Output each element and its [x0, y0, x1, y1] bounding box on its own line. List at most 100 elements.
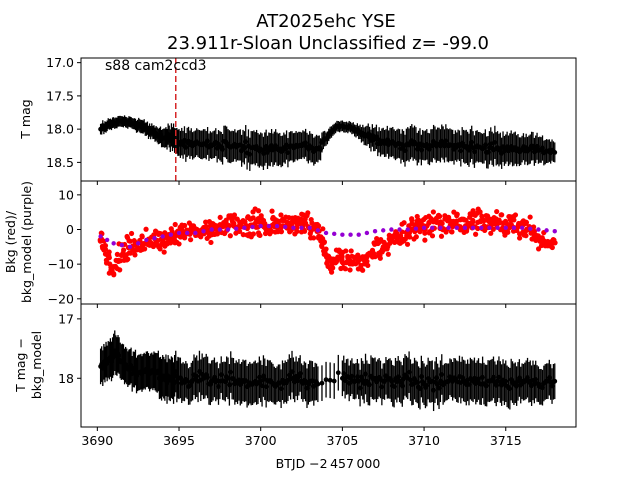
middle-ytick-label: 0 — [66, 222, 74, 237]
middle-point — [479, 213, 485, 219]
middle-point — [291, 225, 296, 230]
middle-point — [360, 267, 366, 273]
middle-panel-ylabel-line1: Bkg (red)/ — [3, 210, 18, 273]
middle-point — [208, 239, 214, 246]
middle-point — [498, 212, 504, 218]
top-marks — [98, 115, 558, 171]
middle-point — [488, 230, 494, 236]
bottom-point — [331, 378, 337, 384]
middle-point — [106, 255, 112, 261]
middle-point — [531, 228, 538, 234]
middle-point — [470, 217, 476, 223]
middle-point — [429, 233, 436, 239]
middle-point — [430, 209, 436, 215]
top-plot-area: 17.0 17.5 18.0 18.5 — [46, 55, 577, 185]
middle-point — [114, 251, 120, 257]
middle-point — [168, 232, 174, 237]
middle-point — [323, 246, 329, 252]
middle-point — [385, 251, 391, 257]
middle-point — [422, 230, 428, 236]
middle-point — [512, 212, 519, 218]
middle-point — [226, 223, 232, 229]
middle-point — [319, 243, 325, 250]
middle-point — [356, 232, 361, 237]
middle-point — [372, 229, 378, 234]
middle-point — [422, 237, 428, 243]
middle-point — [536, 227, 541, 232]
middle-point — [449, 229, 455, 235]
middle-point — [446, 225, 451, 230]
middle-point — [203, 219, 209, 225]
middle-point — [528, 226, 533, 231]
middle-point — [497, 220, 503, 226]
middle-point — [549, 244, 555, 251]
top-ytick-label: 17.0 — [46, 55, 74, 70]
top-ytick-label: 18.5 — [46, 155, 74, 170]
middle-point — [262, 221, 268, 227]
middle-point — [347, 267, 353, 273]
middle-point — [233, 226, 239, 231]
middle-point — [161, 249, 167, 255]
middle-point — [330, 265, 336, 271]
middle-point — [389, 227, 394, 232]
middle-point — [505, 229, 511, 235]
middle-point — [503, 225, 508, 230]
bottom-point — [315, 381, 321, 387]
middle-point — [473, 231, 479, 237]
bottom-xtick-label: 3700 — [245, 433, 277, 448]
middle-point — [430, 225, 435, 230]
middle-point — [434, 219, 440, 226]
middle-point — [462, 225, 468, 230]
middle-point — [409, 221, 415, 227]
middle-point — [511, 225, 517, 230]
top-panel-ylabel: T mag — [18, 99, 33, 139]
middle-point — [307, 225, 312, 230]
bottom-ytick-label: 18 — [58, 371, 74, 386]
middle-point — [102, 246, 109, 252]
middle-point — [343, 248, 349, 254]
middle-point — [143, 226, 149, 232]
top-ytick-label: 18.0 — [46, 122, 74, 137]
middle-point — [328, 269, 335, 275]
middle-point — [255, 208, 262, 214]
middle-point — [258, 213, 264, 219]
middle-point — [479, 225, 484, 230]
middle-point — [104, 237, 110, 243]
middle-point — [377, 255, 383, 261]
middle-plot-area: 10 0 −10 −20 — [48, 180, 577, 308]
middle-point — [437, 213, 443, 219]
bottom-frame — [80, 303, 577, 428]
middle-point — [323, 230, 329, 236]
middle-point — [364, 230, 370, 236]
middle-point — [544, 228, 549, 233]
middle-point — [119, 242, 125, 248]
middle-series-1 — [98, 223, 557, 250]
middle-point — [397, 227, 402, 232]
sector-camera-annotation: s88 cam2ccd3 — [105, 58, 207, 74]
middle-point — [142, 246, 148, 252]
middle-point — [250, 215, 256, 221]
bottom-xtick-label: 3710 — [408, 433, 440, 448]
middle-point — [495, 225, 500, 230]
middle-point — [487, 225, 492, 230]
middle-point — [209, 227, 214, 232]
middle-point — [405, 227, 410, 232]
middle-point — [198, 234, 204, 240]
middle-point — [172, 221, 178, 228]
middle-point — [274, 223, 280, 229]
middle-marks — [97, 206, 558, 278]
middle-point — [302, 228, 308, 234]
bottom-xtick-label: 3705 — [326, 433, 358, 448]
middle-point — [454, 225, 459, 230]
middle-point — [106, 249, 112, 255]
bottom-xtick-label: 3715 — [490, 433, 522, 448]
middle-point — [139, 234, 145, 240]
middle-point — [321, 239, 327, 245]
middle-point — [184, 230, 190, 236]
middle-point — [278, 229, 285, 235]
middle-point — [527, 214, 533, 220]
middle-point — [409, 217, 415, 223]
bottom-ytick-label: 17 — [58, 311, 74, 326]
middle-point — [348, 248, 354, 254]
